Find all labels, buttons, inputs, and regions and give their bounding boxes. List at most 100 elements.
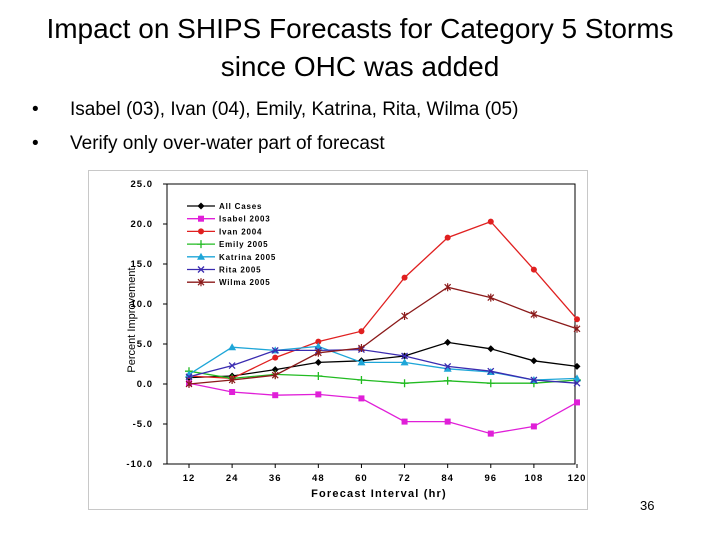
data-point-emily-2005: [400, 379, 409, 388]
data-point-wilma-2005: [314, 348, 322, 357]
data-point-emily-2005: [443, 376, 452, 385]
series-line-katrina-2005: [188, 345, 578, 381]
data-point-wilma-2005: [271, 371, 279, 380]
data-point-ivan-2004: [530, 266, 537, 273]
plot-area: [166, 183, 576, 465]
x-axis-label: Forecast Interval (hr): [311, 488, 447, 500]
x-tick-label: 84: [441, 473, 454, 484]
percent-improvement-chart: 25.0 20.0 15.0 10.0 5.0 0.0 -5.0 -10.0 12 24 36 48 6…: [126, 179, 587, 500]
y-tick-label: 15.0: [131, 259, 154, 270]
legend-label-rita-2005: Rita 2005: [219, 266, 261, 275]
data-point-emily-2005: [314, 372, 323, 380]
series-line-rita-2005: [188, 348, 578, 384]
x-tick-label: 60: [355, 473, 368, 484]
series-line-isabel-2003: [188, 382, 578, 435]
bullet-item: • Verify only over-water part of forecas…: [30, 127, 710, 161]
data-point-katrina-2005: [357, 358, 366, 366]
data-point-ivan-2004: [444, 234, 451, 241]
data-point-isabel-2003: [315, 391, 322, 398]
series-line-ivan-2004: [188, 220, 578, 380]
data-point-isabel-2003: [272, 392, 279, 399]
x-tick-label: 96: [484, 473, 497, 484]
bullet-text: Verify only over-water part of forecast: [70, 133, 385, 154]
y-tick-label: 0.0: [137, 379, 153, 390]
legend-label-wilma-2005: Wilma 2005: [219, 278, 271, 287]
data-point-rita-2005: [573, 379, 581, 387]
data-point-all-cases: [271, 366, 279, 374]
data-point-isabel-2003: [530, 423, 537, 430]
legend-label-emily-2005: Emily 2005: [219, 240, 268, 249]
x-tick-label: 108: [524, 473, 543, 484]
data-point-isabel-2003: [487, 430, 494, 437]
data-point-wilma-2005: [401, 312, 408, 320]
legend-marker-emily-2005: [197, 240, 205, 249]
y-tick-label: -10.0: [126, 459, 153, 470]
series-line-wilma-2005: [188, 286, 578, 385]
data-point-rita-2005: [530, 376, 538, 384]
slide-title-line-1: Impact on SHIPS Forecasts for Category 5…: [46, 13, 674, 44]
x-tick-label: 120: [568, 473, 587, 484]
data-point-all-cases: [573, 362, 581, 370]
series-line-emily-2005: [188, 370, 578, 384]
data-point-ivan-2004: [574, 316, 580, 323]
y-axis-label: Percent Improvement: [126, 267, 138, 372]
data-point-rita-2005: [444, 362, 452, 370]
data-point-emily-2005: [486, 379, 495, 388]
data-point-wilma-2005: [530, 310, 538, 319]
data-point-all-cases: [444, 338, 452, 346]
data-point-isabel-2003: [574, 399, 580, 406]
data-point-katrina-2005: [573, 374, 581, 382]
data-point-wilma-2005: [358, 344, 365, 352]
x-tick-label: 48: [312, 473, 325, 484]
data-point-all-cases: [314, 358, 322, 366]
chart-frame: 25.0 20.0 15.0 10.0 5.0 0.0 -5.0 -10.0 12 24 36 48 6…: [88, 170, 588, 510]
x-tick-label: 12: [183, 473, 196, 484]
data-point-isabel-2003: [358, 395, 365, 402]
x-tick-label: 72: [398, 473, 411, 484]
legend-marker-isabel-2003: [198, 215, 204, 222]
data-point-rita-2005: [228, 362, 236, 370]
data-point-rita-2005: [401, 352, 409, 360]
data-point-isabel-2003: [444, 418, 451, 425]
y-tick-label: 20.0: [131, 219, 154, 230]
data-point-ivan-2004: [487, 218, 494, 225]
data-point-emily-2005: [357, 376, 366, 384]
y-tick-label: 25.0: [131, 179, 154, 190]
x-tick-label: 24: [226, 473, 239, 484]
bullet-item: • Isabel (03), Ivan (04), Emily, Katrina…: [30, 93, 710, 127]
data-point-rita-2005: [487, 367, 495, 375]
data-point-katrina-2005: [228, 343, 237, 351]
y-tick-label: 10.0: [131, 299, 154, 310]
data-point-wilma-2005: [487, 293, 495, 302]
legend-label-isabel-2003: Isabel 2003: [219, 215, 271, 224]
data-point-wilma-2005: [444, 283, 452, 292]
data-point-wilma-2005: [228, 376, 236, 384]
legend-marker-rita-2005: [197, 266, 205, 273]
legend-marker-all-cases: [197, 202, 205, 210]
data-point-rita-2005: [271, 346, 279, 354]
x-tick-label: 36: [269, 473, 282, 484]
legend-marker-wilma-2005: [197, 278, 205, 287]
data-point-rita-2005: [185, 373, 193, 381]
bullet-icon: •: [32, 99, 39, 120]
bullet-icon: •: [32, 133, 39, 154]
legend-marker-katrina-2005: [197, 252, 205, 260]
bullet-list: • Isabel (03), Ivan (04), Emily, Katrina…: [30, 93, 710, 161]
legend-marker-ivan-2004: [198, 228, 204, 235]
legend-label-katrina-2005: Katrina 2005: [219, 253, 276, 262]
slide-number: 36: [640, 498, 655, 513]
slide-title: Impact on SHIPS Forecasts for Category 5…: [20, 10, 700, 86]
data-point-katrina-2005: [443, 364, 452, 372]
data-point-ivan-2004: [315, 338, 322, 345]
y-tick-label: 5.0: [137, 339, 153, 350]
data-point-wilma-2005: [573, 324, 581, 333]
y-tick-label: -5.0: [133, 419, 153, 430]
data-point-all-cases: [487, 345, 495, 353]
data-point-isabel-2003: [401, 418, 408, 425]
bullet-text: Isabel (03), Ivan (04), Emily, Katrina, …: [70, 99, 519, 120]
slide-title-line-2: since OHC was added: [220, 51, 500, 82]
legend-label-all-cases: All Cases: [219, 202, 262, 211]
data-point-isabel-2003: [229, 389, 236, 395]
data-point-ivan-2004: [401, 274, 408, 281]
data-point-katrina-2005: [400, 358, 409, 366]
